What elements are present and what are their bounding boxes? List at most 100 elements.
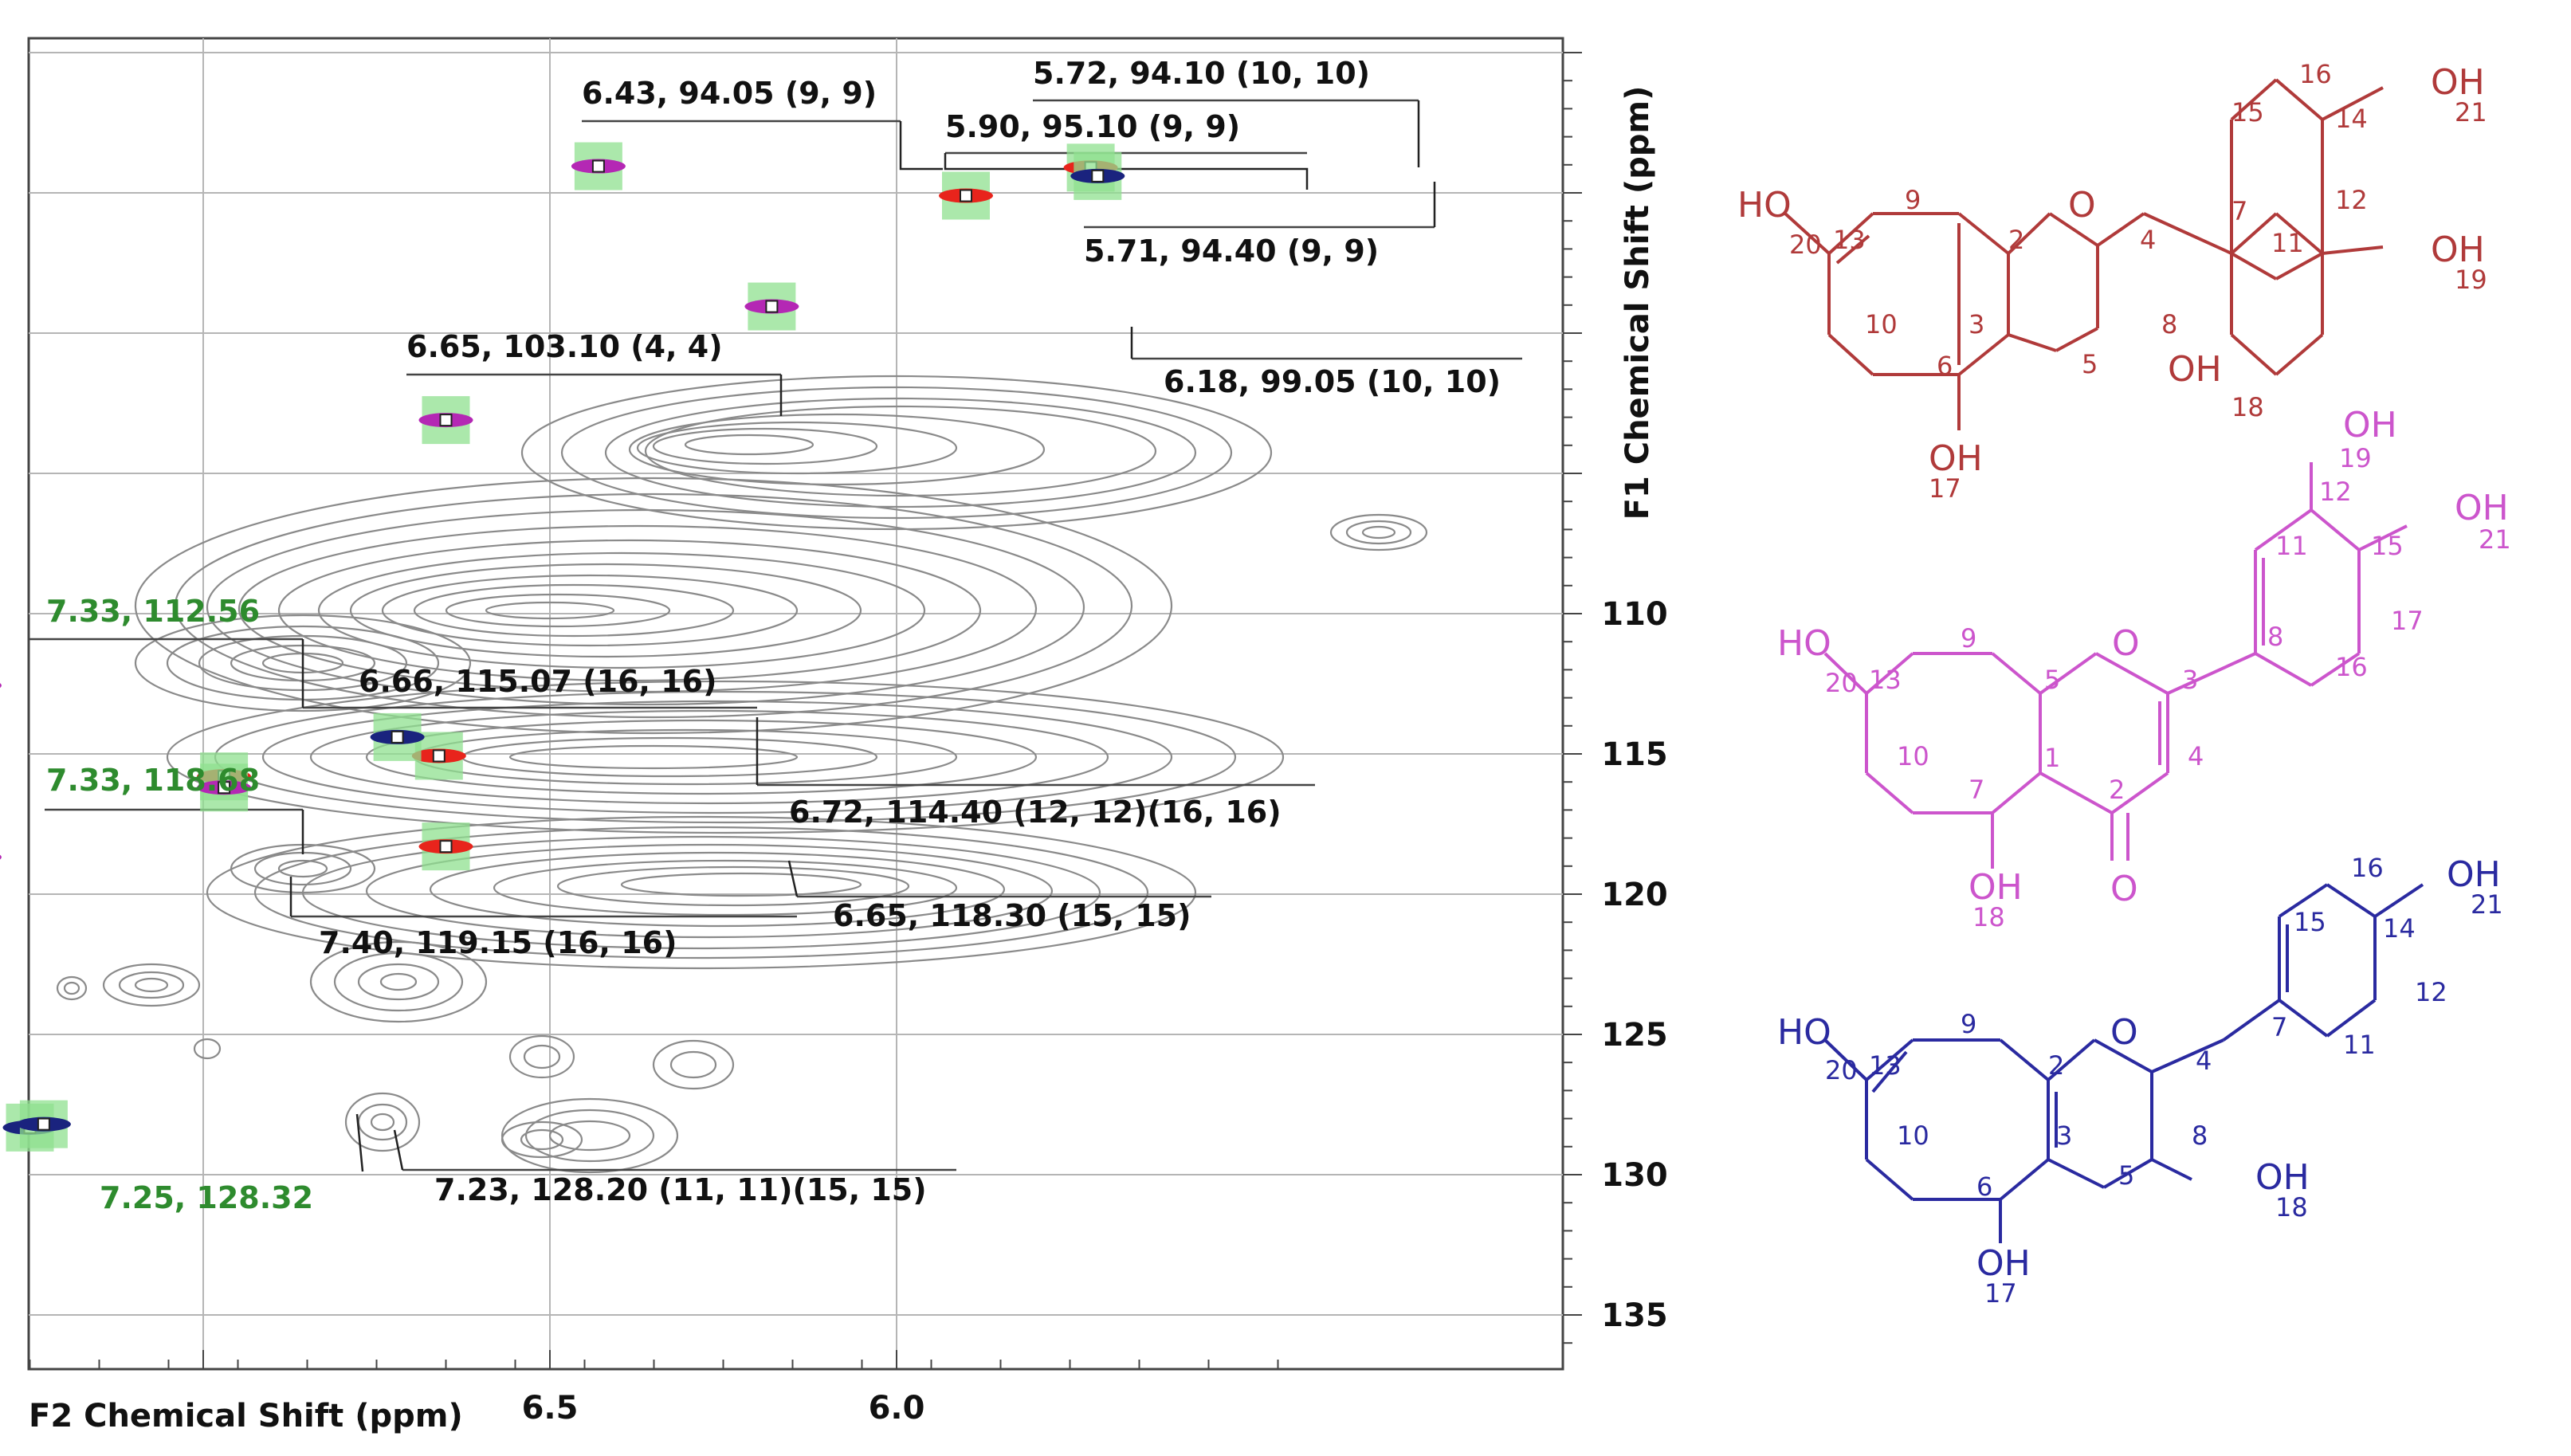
atom-label: OH — [1929, 438, 1983, 479]
peak-label: 7.25, 128.32 — [100, 1180, 313, 1215]
atom-number: 18 — [1972, 902, 2005, 932]
bond-path — [1871, 1038, 2224, 1189]
bond-path — [1865, 1038, 2050, 1201]
peak-label: 5.71, 94.40 (9, 9) — [1084, 234, 1379, 269]
bond-path — [2167, 508, 2361, 695]
atom-number: 8 — [2161, 309, 2177, 339]
atom-number: 5 — [2118, 1160, 2134, 1191]
peak-cross-peak — [0, 854, 2, 860]
peak-marker — [197, 763, 252, 812]
y-tick-label: 130 — [1601, 1157, 1668, 1194]
atom-number: 14 — [2383, 913, 2416, 944]
atom-label: OH — [2455, 488, 2509, 528]
atom-label: OH — [2343, 405, 2397, 445]
atom-number: 14 — [2335, 104, 2368, 134]
atom-number: 8 — [2267, 622, 2283, 652]
peak-label: 5.72, 94.10 (10, 10) — [1033, 56, 1370, 91]
axis-ticks: 6.5 6.0 110 115 120 125 130 135 — [29, 52, 1668, 1427]
atom-number: 11 — [2275, 531, 2308, 561]
structure-middle-text: HO O OH OH OH O 9 13 5 3 8 11 12 15 17 1… — [1777, 405, 2511, 932]
peak-center-square — [960, 189, 972, 202]
atom-number: 15 — [2231, 97, 2264, 128]
contour-blob — [134, 477, 1173, 735]
atom-number: 21 — [2471, 889, 2503, 920]
atom-number: 2 — [2048, 1050, 2064, 1081]
bond-path — [1823, 883, 2424, 1243]
contour-blob — [520, 375, 1273, 531]
atom-number: 21 — [2479, 524, 2511, 555]
peak-label: 6.65, 118.30 (15, 15) — [833, 898, 1191, 933]
atom-number: 4 — [2140, 225, 2156, 255]
atom-number: 5 — [2044, 665, 2060, 695]
x-tick-label: 6.0 — [869, 1390, 925, 1427]
peak-labels: 6.43, 94.05 (9, 9) 5.90, 95.10 (9, 9) 5.72… — [46, 56, 1501, 1215]
atom-number: 4 — [2188, 741, 2204, 771]
atom-number: 4 — [2196, 1046, 2212, 1076]
bond-path — [2143, 212, 2324, 376]
contour-blob — [1329, 513, 1428, 551]
atom-label: OH — [2431, 230, 2485, 270]
atom-number: 2 — [2008, 225, 2024, 255]
bond-path — [1784, 86, 2384, 430]
peak-label: 7.23, 128.20 (11, 11)(15, 15) — [434, 1172, 927, 1207]
atom-number: 10 — [1897, 1120, 1929, 1151]
atom-number: 3 — [1968, 309, 1984, 339]
peak-label: 6.65, 103.10 (4, 4) — [406, 329, 723, 364]
atom-number: 15 — [2371, 531, 2404, 561]
atom-number: 12 — [2415, 977, 2447, 1007]
atom-label: HO — [1737, 185, 1792, 226]
atom-number: 7 — [2231, 196, 2247, 226]
atom-number: 10 — [1897, 741, 1929, 771]
contour-blob — [309, 940, 488, 1023]
atom-number: 11 — [2343, 1030, 2376, 1060]
structure-bottom — [1823, 883, 2424, 1243]
peak-center-square — [439, 414, 453, 427]
plot-frame — [27, 37, 1564, 1371]
structure-top-text: HO O OH OH OH OH 9 13 2 4 7 15 16 14 12 … — [1737, 59, 2487, 504]
contour-blob — [206, 815, 1197, 970]
peak-label: 7.33, 112.56 — [46, 594, 260, 629]
grid — [29, 38, 1563, 1369]
peak-center-square — [591, 159, 605, 173]
peak-marker — [0, 683, 2, 689]
contour-blob — [56, 963, 222, 1060]
atom-number: 1 — [2044, 743, 2060, 773]
atom-number: 13 — [1869, 1050, 1902, 1081]
bond-path — [1823, 652, 2129, 869]
peak-cross-peak — [0, 683, 2, 689]
peak-marker — [418, 822, 473, 871]
leader-connector — [355, 1113, 364, 1172]
atom-number: 21 — [2455, 97, 2487, 128]
peak-label: 7.40, 119.15 (16, 16) — [319, 925, 677, 960]
y-tick-label: 135 — [1601, 1297, 1668, 1334]
peak-label: 7.33, 118.68 — [46, 763, 260, 798]
peak-markers — [0, 142, 1125, 1152]
peak-center-square — [218, 781, 231, 795]
atom-label: OH — [2431, 62, 2485, 103]
atom-label: OH — [2255, 1157, 2310, 1198]
leader-connector — [787, 860, 799, 897]
atom-number: 19 — [2455, 265, 2487, 295]
peak-center-square — [765, 300, 779, 313]
bond-path — [2007, 212, 2145, 352]
atom-number: 10 — [1865, 309, 1898, 339]
atom-label: O — [2110, 869, 2138, 909]
bond-path — [1827, 212, 2010, 376]
peak-center-square — [439, 840, 453, 854]
structure-top — [1784, 78, 2384, 430]
bond-path — [2222, 883, 2377, 1042]
atom-number: 7 — [2271, 1012, 2287, 1042]
y-tick-label: 110 — [1601, 596, 1668, 633]
y-tick-label: 115 — [1601, 736, 1668, 773]
bond-path — [2310, 462, 2408, 551]
atom-number: 9 — [1961, 1009, 1976, 1039]
peak-center-square — [391, 730, 404, 744]
peak-label: 6.43, 94.05 (9, 9) — [582, 76, 877, 111]
peak-marker — [939, 171, 993, 220]
atom-label: OH — [2447, 854, 2501, 895]
contour-field — [56, 375, 1428, 1174]
x-tick-label: 6.5 — [522, 1390, 579, 1427]
atom-label: HO — [1777, 1012, 1831, 1053]
atom-number: 6 — [1976, 1171, 1992, 1202]
